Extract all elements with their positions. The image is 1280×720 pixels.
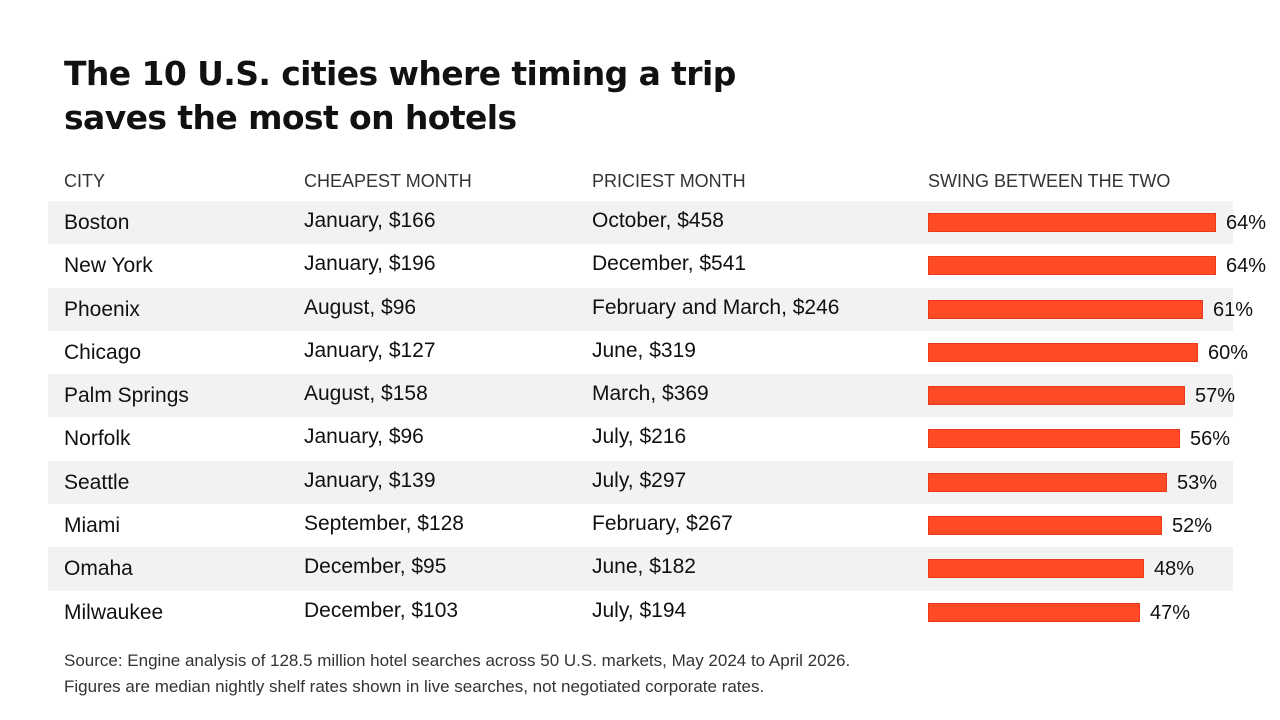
cheapest-month-value: August, $158 [304, 382, 428, 406]
cheapest-month-value: December, $103 [304, 598, 459, 622]
chart-title: The 10 U.S. cities where timing a trip s… [64, 52, 764, 140]
table-row-seattle: Seattle January, $139 July, $297 53% [48, 460, 1233, 505]
city-label: Omaha [64, 557, 133, 581]
priciest-month-value: June, $182 [592, 555, 696, 579]
table-body: Boston January, $166 October, $458 64% New Y… [48, 201, 1266, 634]
swing-percent-label: 47% [1150, 601, 1191, 624]
swing-percent-label: 64% [1226, 255, 1267, 278]
methodology-note: Figures are median nightly shelf rates s… [64, 677, 765, 696]
priciest-month-value: December, $541 [592, 252, 747, 276]
city-label: Milwaukee [64, 600, 164, 624]
table-row-milwaukee: Milwaukee December, $103 July, $194 47% [48, 590, 1233, 634]
swing-percent-label: 64% [1226, 212, 1267, 234]
city-label: Miami [64, 514, 120, 538]
swing-bar [928, 386, 1185, 406]
swing-percent-label: 60% [1208, 341, 1249, 364]
column-header-priciest-month: PRICIEST MONTH [592, 171, 746, 191]
column-header-cheapest-month: CHEAPEST MONTH [304, 171, 472, 191]
cheapest-month-value: January, $127 [304, 338, 436, 362]
swing-bar [928, 213, 1216, 232]
swing-percent-label: 52% [1172, 515, 1213, 538]
swing-bar [928, 429, 1180, 449]
table-row-omaha: Omaha December, $95 June, $182 48% [48, 547, 1233, 591]
title-line-1: The 10 U.S. cities where timing a trip [64, 54, 736, 93]
swing-percent-label: 57% [1195, 385, 1236, 408]
city-label: Seattle [64, 470, 130, 494]
table-row-palm-springs: Palm Springs August, $158 March, $369 57% [48, 374, 1236, 418]
swing-bar [928, 516, 1162, 536]
cheapest-month-value: January, $196 [304, 252, 436, 276]
cheapest-month-value: January, $96 [304, 425, 424, 449]
cheapest-month-value: January, $166 [304, 209, 436, 232]
city-label: Norfolk [64, 427, 131, 451]
footnote: Source: Engine analysis of 128.5 million… [64, 648, 850, 700]
swing-bar [928, 602, 1140, 622]
cheapest-month-value: August, $96 [304, 295, 417, 319]
priciest-month-value: July, $194 [592, 598, 687, 622]
table-row-phoenix: Phoenix August, $96 February and March, $2… [48, 287, 1253, 331]
city-label: Phoenix [64, 297, 140, 321]
priciest-month-value: February, $267 [592, 512, 733, 536]
swing-percent-label: 48% [1154, 558, 1195, 581]
title-line-2: saves the most on hotels [64, 98, 517, 137]
table-row-norfolk: Norfolk January, $96 July, $216 56% [48, 417, 1233, 461]
city-label: New York [64, 254, 153, 278]
city-label: Boston [64, 211, 130, 234]
priciest-month-value: February and March, $246 [592, 295, 840, 319]
swing-percent-label: 53% [1177, 471, 1218, 494]
city-label: Palm Springs [64, 384, 189, 408]
swing-bar [928, 472, 1167, 492]
cheapest-month-value: December, $95 [304, 555, 447, 579]
table-row-boston: Boston January, $166 October, $458 64% [48, 201, 1266, 245]
priciest-month-value: June, $319 [592, 338, 696, 362]
table-row-new-york: New York January, $196 December, $541 64% [48, 244, 1266, 288]
table-row-miami: Miami September, $128 February, $267 52% [48, 504, 1233, 548]
column-header-city: CITY [64, 171, 106, 191]
priciest-month-value: July, $297 [592, 468, 687, 492]
table-row-chicago: Chicago January, $127 June, $319 60% [48, 330, 1248, 375]
swing-bar [928, 342, 1198, 362]
cheapest-month-value: September, $128 [304, 512, 464, 536]
source-note: Source: Engine analysis of 128.5 million… [64, 651, 851, 670]
cheapest-month-value: January, $139 [304, 468, 436, 492]
priciest-month-value: October, $458 [592, 209, 724, 232]
swing-percent-label: 56% [1190, 428, 1231, 451]
swing-bar [928, 256, 1216, 276]
city-label: Chicago [64, 340, 142, 364]
swing-bar [928, 559, 1144, 579]
priciest-month-value: July, $216 [592, 425, 687, 449]
swing-percent-label: 61% [1213, 298, 1254, 321]
swing-bar [928, 299, 1203, 319]
priciest-month-value: March, $369 [592, 382, 709, 406]
column-header-swing: SWING BETWEEN THE TWO [928, 171, 1171, 191]
